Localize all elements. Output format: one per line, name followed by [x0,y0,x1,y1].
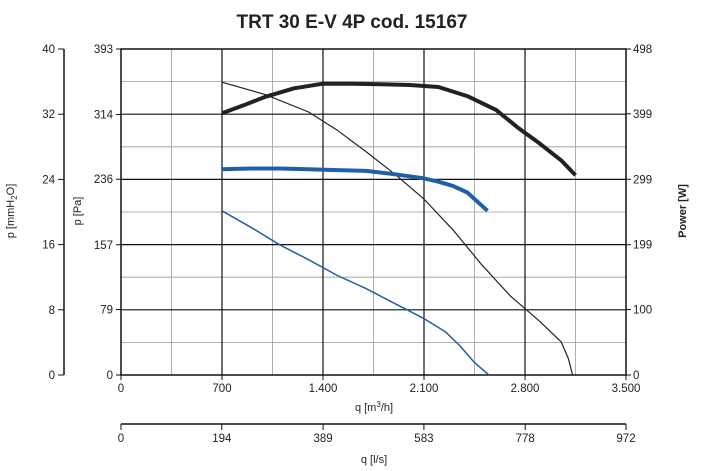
series-line-4 [221,210,490,376]
x2-tick-label: 778 [516,433,535,445]
y-left-tick-label: 8 [49,305,55,317]
series-line-3 [221,166,489,213]
y-left-tick-label: 0 [49,370,55,382]
axes [58,48,631,430]
y-left-tick-label: 16 [42,240,55,252]
y-left-axis-label: p [mmH2O] [5,184,19,239]
y-left-label-main: p [mmH [5,200,17,239]
x-tick-label: 2.800 [511,383,540,395]
chart-title: TRT 30 E-V 4P cod. 15167 [237,12,468,33]
x-tick-label: 2.100 [410,383,439,395]
y2-tick-label: 100 [633,305,652,317]
y-left-label-sub: 2 [10,195,19,200]
y-left-tick-label: 40 [42,44,55,56]
x2-tick-label: 194 [212,433,232,445]
x-tick-label: 3.500 [612,383,641,395]
y-left-tick-label: 24 [42,174,55,186]
grid [120,48,627,376]
y2-tick-label: 199 [633,240,652,252]
y-tick-label: 0 [107,370,113,382]
x-tick-label: 0 [118,383,124,395]
y2-tick-label: 0 [633,370,639,382]
series-group [221,81,577,376]
y-left-label-end: O] [5,184,17,196]
y2-tick-label: 498 [633,44,652,56]
series-line-1 [221,81,577,177]
series-line-2 [221,81,574,376]
y-tick-label: 79 [100,304,113,316]
y2-tick-label: 399 [633,109,652,121]
y-left-tick-label: 32 [42,109,55,121]
y2-axis-label: Power [W] [677,184,689,238]
plot-frame [120,48,627,376]
y2-tick-label: 299 [633,174,652,186]
x2-axis-label: q [l/s] [361,454,387,466]
x-tick-label: 700 [212,383,231,395]
x-axis-label: q [m3/h] [355,400,393,414]
y-tick-label: 236 [94,174,113,186]
x-tick-label: 1.400 [309,383,338,395]
y-tick-label: 314 [94,110,114,122]
x2-tick-label: 0 [118,433,124,445]
y-axis-label: p [Pa] [72,197,84,226]
x2-tick-label: 972 [616,433,635,445]
x2-tick-label: 583 [414,433,433,445]
y-tick-label: 157 [94,240,113,252]
x2-tick-label: 389 [314,433,333,445]
y-tick-label: 393 [94,44,113,56]
